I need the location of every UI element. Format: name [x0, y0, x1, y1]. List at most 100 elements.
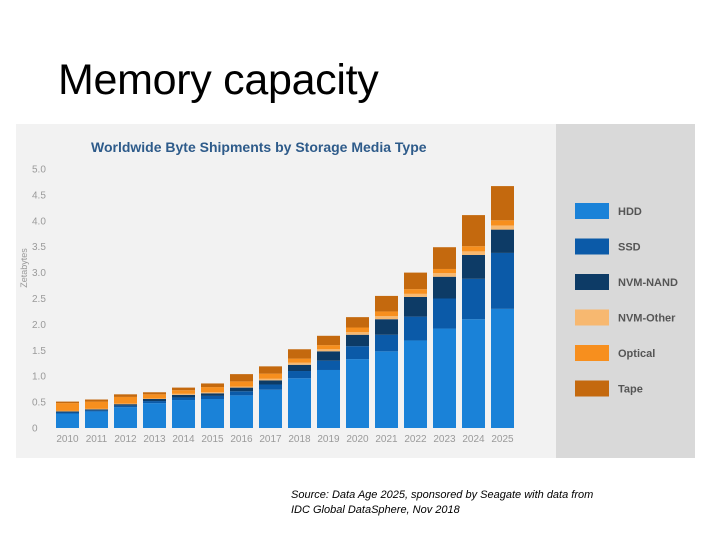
bar-segment-nvm-nand: [114, 404, 137, 406]
x-tick-label: 2013: [143, 434, 166, 445]
bar-segment-nvm-other: [85, 408, 108, 410]
bar-segment-optical: [172, 390, 195, 394]
bar-segment-nvm-other: [317, 349, 340, 352]
bar-segment-tape: [85, 399, 108, 402]
bar-segment-hdd: [433, 328, 456, 428]
bar-segment-tape: [56, 401, 79, 404]
bar-segment-optical: [462, 246, 485, 252]
legend-label-tape: Tape: [618, 384, 643, 396]
bar-segment-tape: [375, 295, 398, 312]
y-tick-label: 2.5: [32, 294, 46, 305]
bar-segment-ssd: [85, 410, 108, 412]
bar-segment-hdd: [143, 403, 166, 428]
bar-segment-nvm-other: [172, 393, 195, 395]
x-tick-label: 2014: [172, 434, 195, 445]
bar-segment-tape: [259, 366, 282, 374]
bar-segment-nvm-other: [375, 316, 398, 320]
x-tick-label: 2019: [317, 434, 340, 445]
bar-segment-nvm-nand: [317, 351, 340, 361]
x-tick-label: 2020: [346, 434, 369, 445]
bar-segment-nvm-other: [462, 251, 485, 255]
bar-segment-nvm-nand: [288, 364, 311, 372]
bar-segment-hdd: [288, 378, 311, 428]
x-tick-label: 2024: [462, 434, 485, 445]
bar-segment-ssd: [491, 252, 514, 309]
bar-segment-nvm-nand: [346, 334, 369, 347]
y-tick-label: 1.0: [32, 372, 46, 383]
bar-segment-hdd: [230, 395, 253, 428]
y-tick-label: 5.0: [32, 165, 46, 176]
bar-segment-optical: [288, 358, 311, 363]
bar-segment-hdd: [114, 407, 137, 428]
bar-segment-hdd: [317, 369, 340, 428]
legend-panel: [556, 124, 695, 458]
bar-segment-nvm-other: [143, 398, 166, 399]
bar-segment-optical: [114, 396, 137, 404]
legend-swatch-ssd: [575, 238, 609, 255]
bar-segment-ssd: [346, 346, 369, 360]
bar-segment-tape: [201, 383, 224, 388]
y-tick-label: 4.5: [32, 190, 46, 201]
bar-segment-hdd: [404, 340, 427, 428]
bar-segment-ssd: [143, 401, 166, 404]
bar-segment-ssd: [317, 360, 340, 370]
bar-segment-optical: [317, 345, 340, 350]
bar-segment-ssd: [114, 405, 137, 408]
x-tick-label: 2016: [230, 434, 253, 445]
legend-label-nvm-other: NVM-Other: [618, 313, 676, 325]
bar-segment-nvm-nand: [56, 411, 79, 413]
bar-segment-tape: [230, 374, 253, 382]
y-axis-label: Zetabytes: [19, 248, 29, 288]
slide-title: Memory capacity: [58, 56, 379, 104]
bar-segment-hdd: [85, 411, 108, 428]
bar-segment-hdd: [491, 308, 514, 428]
y-tick-label: 4.0: [32, 216, 46, 227]
bar-segment-tape: [346, 317, 369, 328]
bar-segment-nvm-other: [491, 225, 514, 230]
legend-swatch-nvm-other: [575, 309, 609, 326]
bar-segment-optical: [346, 327, 369, 333]
bar-segment-ssd: [230, 391, 253, 396]
x-tick-label: 2018: [288, 434, 311, 445]
y-tick-label: 3.0: [32, 268, 46, 279]
bar-segment-optical: [143, 394, 166, 399]
bar-segment-nvm-other: [114, 403, 137, 405]
bar-segment-tape: [143, 392, 166, 395]
bar-segment-ssd: [404, 316, 427, 341]
bar-segment-nvm-nand: [85, 409, 108, 411]
bar-segment-tape: [172, 387, 195, 391]
bar-segment-tape: [288, 349, 311, 359]
bar-segment-nvm-nand: [375, 319, 398, 335]
bar-segment-hdd: [346, 359, 369, 428]
legend-label-nvm-nand: NVM-NAND: [618, 277, 678, 289]
bar-segment-nvm-nand: [462, 254, 485, 279]
bar-segment-optical: [259, 373, 282, 379]
x-tick-label: 2023: [433, 434, 456, 445]
x-tick-label: 2025: [491, 434, 514, 445]
bar-segment-ssd: [259, 384, 282, 390]
bar-segment-optical: [433, 268, 456, 274]
x-tick-label: 2022: [404, 434, 427, 445]
bar-segment-ssd: [201, 395, 224, 399]
legend-label-hdd: HDD: [618, 206, 642, 218]
bar-segment-optical: [201, 387, 224, 393]
bar-segment-nvm-nand: [172, 394, 195, 398]
x-tick-label: 2015: [201, 434, 224, 445]
bar-segment-nvm-other: [56, 410, 79, 412]
legend-label-optical: Optical: [618, 348, 655, 360]
source-caption: Source: Data Age 2025, sponsored by Seag…: [291, 488, 671, 518]
bar-segment-tape: [462, 215, 485, 247]
bar-segment-ssd: [172, 397, 195, 401]
bar-segment-hdd: [462, 319, 485, 428]
bar-segment-nvm-nand: [230, 387, 253, 392]
bar-segment-optical: [85, 401, 108, 409]
bar-segment-optical: [230, 381, 253, 387]
bar-segment-tape: [433, 247, 456, 269]
bar-segment-nvm-nand: [201, 393, 224, 396]
bar-segment-nvm-other: [433, 273, 456, 277]
bar-segment-optical: [56, 403, 79, 411]
bar-segment-optical: [375, 311, 398, 317]
bar-segment-nvm-other: [288, 362, 311, 365]
bar-segment-hdd: [259, 389, 282, 428]
